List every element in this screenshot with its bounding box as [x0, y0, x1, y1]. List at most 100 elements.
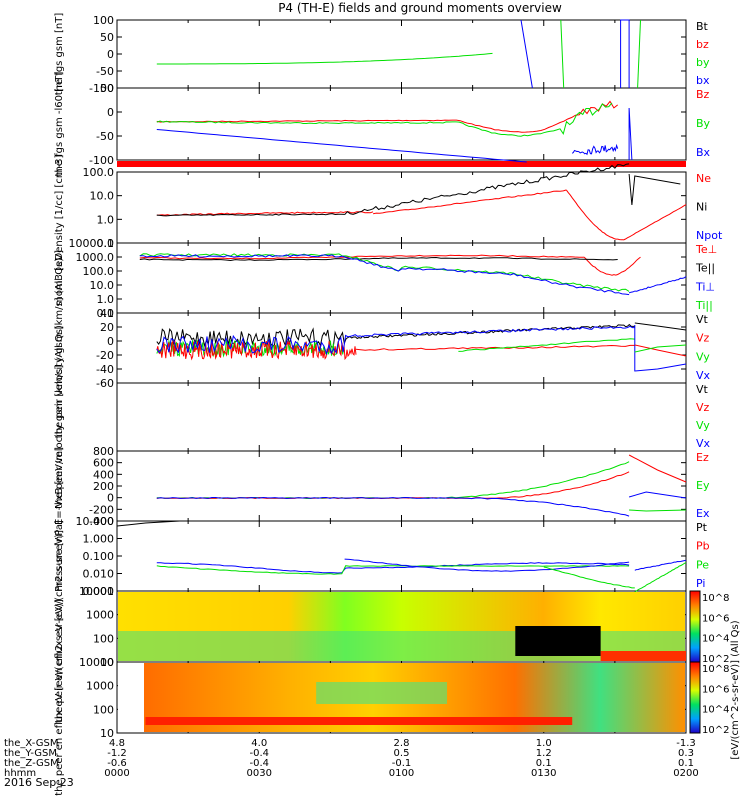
legend-Bt: Bt [696, 20, 709, 33]
legend-Ne: Ne [696, 172, 711, 185]
series-Ti-perp-2 [628, 276, 687, 294]
series-Vy [156, 339, 346, 358]
series-Ni-3 [628, 173, 681, 206]
x-tick-label: 0200 [673, 768, 698, 779]
y-axis-label: Pressure [nPa] [54, 520, 65, 592]
colorbar-tick: 10^8 [702, 664, 729, 675]
colorbar-tick: 10^4 [702, 705, 729, 716]
x-tick-label: 0030 [247, 768, 272, 779]
electron-spectrogram-band [145, 717, 573, 725]
series-Te-perp-2 [583, 256, 641, 276]
y-tick-label: -50 [96, 65, 114, 78]
x-tick-label: 0.5 [394, 748, 410, 759]
y-tick-label: 600 [93, 457, 114, 470]
y-tick-label: 1.000 [83, 533, 115, 546]
colorbar-1 [689, 590, 701, 663]
x-tick-label: 4.0 [251, 738, 267, 749]
series-Bx [156, 129, 527, 163]
series-Te-perp [139, 254, 584, 260]
x-tick-label: -1.3 [676, 738, 696, 749]
x-axis-row-label: the_X-GSM [4, 738, 58, 749]
panel-frame [116, 312, 687, 384]
y-tick-label: 100 [93, 14, 114, 27]
y-axis-label: the fgs gsm -l60 [nT] [54, 71, 65, 176]
y-axis-label: the peir velocity gsm [km/s] (All Qs) [54, 258, 65, 439]
y-tick-label: 0 [107, 106, 114, 119]
x-tick-label: 4.8 [109, 738, 125, 749]
panel-1 [116, 19, 687, 89]
y-tick-label: 0.100 [83, 550, 115, 563]
y-tick-label: 1000 [86, 609, 114, 622]
x-tick-label: 0000 [104, 768, 129, 779]
colorbar-tick: 10^6 [702, 613, 729, 624]
y-tick-label: -200 [89, 503, 114, 516]
legend-Vt: Vt [696, 383, 709, 396]
plot-title: P4 (TH-E) fields and ground moments over… [278, 1, 562, 15]
series-bx-2 [620, 19, 630, 88]
series-Pe-2 [543, 566, 635, 589]
x-tick-label: 1.0 [536, 738, 552, 749]
y-axis-label: the peer velocity gsm [km/s] (All Qs) [54, 325, 65, 509]
x-tick-label: 0130 [531, 768, 556, 779]
legend-Pt: Pt [696, 521, 708, 534]
legend-Vx: Vx [696, 369, 711, 382]
y-axis-label: E=-VxB [mV/m] [54, 447, 65, 525]
y-tick-label: 0.1 [97, 307, 115, 320]
legend-Ti||: Ti|| [695, 299, 713, 312]
ion-spectrogram-band [600, 651, 686, 661]
panel-frame [116, 382, 687, 452]
series-Bx-2 [571, 143, 619, 156]
date-label: 2016 Sep 23 [4, 776, 74, 789]
x-tick-label: 2.8 [394, 738, 410, 749]
legend-Ey: Ey [696, 479, 710, 492]
panel-frame [116, 520, 687, 592]
series-Ey-2 [629, 509, 687, 512]
series-Vt-2 [634, 322, 687, 331]
colorbar-tick: 10^6 [702, 684, 729, 695]
legend-Vy: Vy [696, 350, 710, 363]
series-Pi [156, 562, 630, 574]
y-tick-label: 10.0 [90, 190, 115, 203]
series-by-2 [560, 19, 565, 89]
y-axis-label: the peir en eflux eV [eV/(cm2-s-sr-eV)] [54, 530, 65, 723]
series-bx [520, 19, 533, 89]
x-tick-label: -0.1 [392, 758, 412, 769]
x-axis-row-label: hhmm [4, 768, 36, 779]
y-tick-label: 10000 [79, 656, 114, 669]
y-tick-label: 20 [100, 321, 114, 334]
y-tick-label: 0 [107, 335, 114, 348]
y-tick-label: 0 [107, 492, 114, 505]
x-tick-label: -1.2 [107, 748, 127, 759]
y-tick-label: 10 [100, 656, 114, 669]
y-tick-label: 400 [93, 468, 114, 481]
legend-Ni: Ni [696, 201, 707, 214]
series-by-3 [637, 19, 641, 89]
legend-Vy: Vy [696, 419, 710, 432]
x-tick-label: -0.6 [107, 758, 127, 769]
y-tick-label: -100 [89, 154, 114, 167]
series-Pi-3 [634, 559, 687, 571]
y-axis-label: mom3 [eV] [54, 250, 65, 306]
legend-Ex: Ex [696, 507, 710, 520]
electron-spectrogram-gap [118, 663, 144, 732]
series-Vx [156, 325, 635, 356]
series-Ti-perp [139, 254, 630, 296]
legend-Te||: Te|| [695, 262, 715, 275]
legend-by: by [696, 56, 710, 69]
y-tick-label: 0.1 [97, 237, 115, 250]
x-tick-label: -0.4 [249, 748, 269, 759]
series-Ne-2 [373, 189, 567, 215]
series-Vx-2 [634, 325, 687, 372]
series-Bz [156, 100, 619, 133]
y-tick-label: 10000 [79, 585, 114, 598]
x-tick-label: 0.3 [678, 748, 694, 759]
y-tick-label: 10.000 [76, 515, 115, 528]
y-tick-label: 1000.0 [76, 251, 115, 264]
panel-frame [116, 171, 687, 244]
series-Pt [116, 520, 180, 527]
x-tick-label: -0.4 [249, 758, 269, 769]
series-Ey [156, 461, 630, 500]
series-Ne-4 [623, 204, 687, 241]
